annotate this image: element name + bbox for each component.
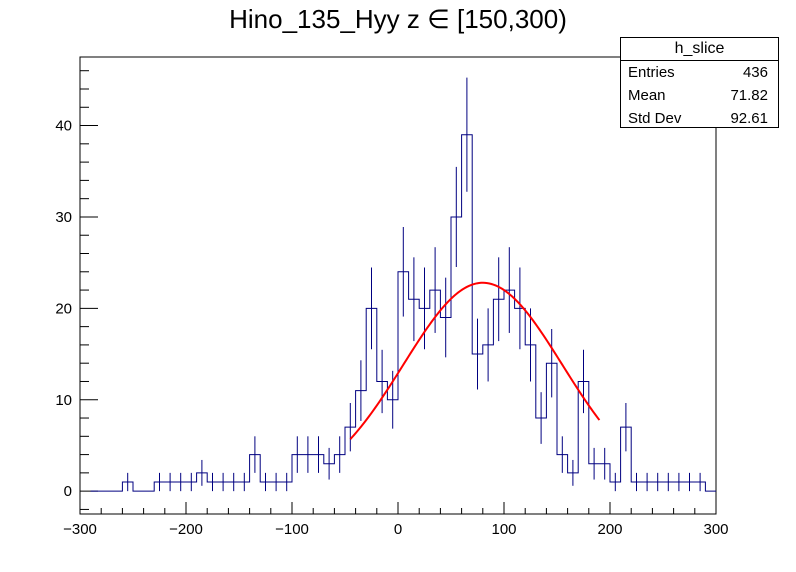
stats-label: Std Dev — [628, 110, 682, 127]
x-tick-label: −100 — [275, 521, 309, 538]
x-tick-label: 200 — [597, 521, 622, 538]
stats-label: Mean — [628, 87, 666, 104]
fit-curve — [349, 281, 601, 440]
stats-box-header: h_slice — [621, 38, 778, 61]
histogram-outline — [90, 134, 716, 492]
stats-box: h_slice Entries 436 Mean 71.82 Std Dev 9… — [620, 37, 779, 128]
histogram-series — [90, 77, 716, 492]
stats-row-stddev: Std Dev 92.61 — [621, 107, 778, 130]
y-tick-label: 20 — [55, 300, 72, 317]
fit-curve-group — [349, 281, 601, 440]
x-tick-label: 100 — [491, 521, 516, 538]
y-tick-label: 40 — [55, 118, 72, 135]
x-tick-label: 300 — [703, 521, 728, 538]
stats-row-mean: Mean 71.82 — [621, 84, 778, 107]
stats-label: Entries — [628, 64, 675, 81]
axes: −300 −200 −100 0 100 200 300 0 10 20 30 40 — [55, 70, 729, 538]
x-tick-label: −200 — [169, 521, 203, 538]
x-tick-label: 0 — [394, 521, 402, 538]
stats-value: 92.61 — [730, 110, 768, 127]
x-tick-label: −300 — [63, 521, 97, 538]
stats-row-entries: Entries 436 — [621, 61, 778, 84]
y-tick-label: 10 — [55, 392, 72, 409]
stats-value: 71.82 — [730, 87, 768, 104]
y-tick-label: 0 — [64, 483, 72, 500]
chart-title: Hino_135_Hyy z ∈ [150,300) — [229, 4, 567, 34]
stats-value: 436 — [742, 64, 768, 81]
y-tick-label: 30 — [55, 209, 72, 226]
